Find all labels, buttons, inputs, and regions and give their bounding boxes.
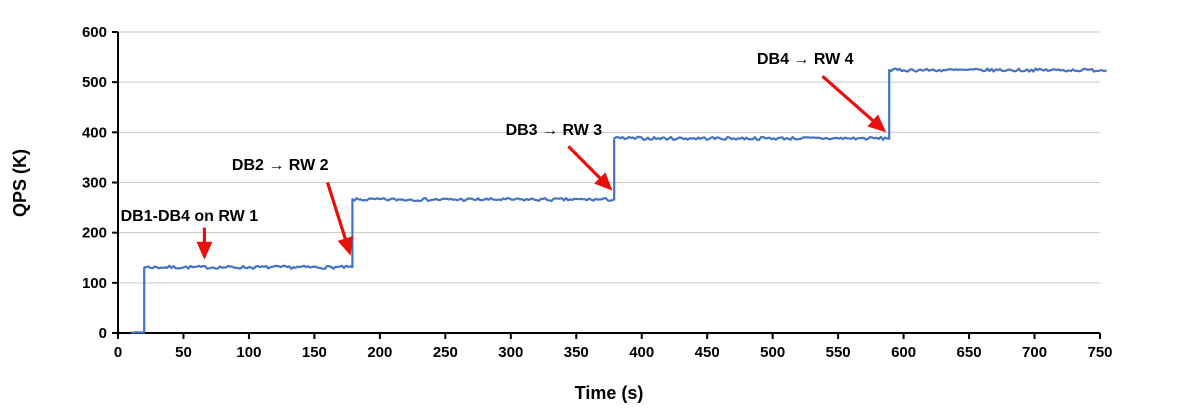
y-tick-label: 600 — [82, 24, 107, 41]
x-tick-label: 200 — [367, 344, 392, 361]
y-tick-label: 400 — [82, 124, 107, 141]
x-tick-label: 150 — [302, 344, 327, 361]
y-tick-label: 0 — [99, 325, 107, 342]
series — [131, 67, 1107, 334]
annotation-arrow — [821, 74, 887, 133]
y-tick-label: 500 — [82, 74, 107, 91]
x-tick-label: 450 — [695, 344, 720, 361]
x-axis-title: Time (s) — [575, 383, 644, 403]
y-tick-label: 100 — [82, 275, 107, 292]
x-tick-label: 50 — [175, 344, 192, 361]
x-tick-label: 350 — [564, 344, 589, 361]
axes: 0 100 200 300 400 500 600 0 50 100 150 200 250 300 350… — [82, 24, 1113, 361]
x-tick-label: 750 — [1087, 344, 1112, 361]
annotation-label: DB4 → RW 4 — [757, 51, 854, 68]
annotations: DB1-DB4 on RW 1 DB2 → RW 2 DB3 → RW 3 DB4 →… — [121, 51, 887, 260]
x-tick-label: 600 — [891, 344, 916, 361]
x-tick-label: 100 — [236, 344, 261, 361]
x-tick-label: 500 — [760, 344, 785, 361]
y-tick-label: 200 — [82, 225, 107, 242]
y-axis-title: QPS (K) — [10, 149, 30, 217]
annotation-label: DB3 → RW 3 — [506, 122, 603, 139]
x-tick-label: 0 — [114, 344, 122, 361]
annotation-label: DB1-DB4 on RW 1 — [121, 208, 259, 225]
qps-series-line — [131, 67, 1107, 334]
x-tick-label: 650 — [957, 344, 982, 361]
annotation-label: DB2 → RW 2 — [232, 157, 329, 174]
x-tick-label: 300 — [498, 344, 523, 361]
x-tick-label: 250 — [433, 344, 458, 361]
y-tick-label: 300 — [82, 175, 107, 192]
x-tick-label: 550 — [826, 344, 851, 361]
x-tick-label: 700 — [1022, 344, 1047, 361]
x-tick-label: 400 — [629, 344, 654, 361]
annotation-arrow — [325, 182, 353, 256]
annotation-arrow — [567, 145, 613, 191]
